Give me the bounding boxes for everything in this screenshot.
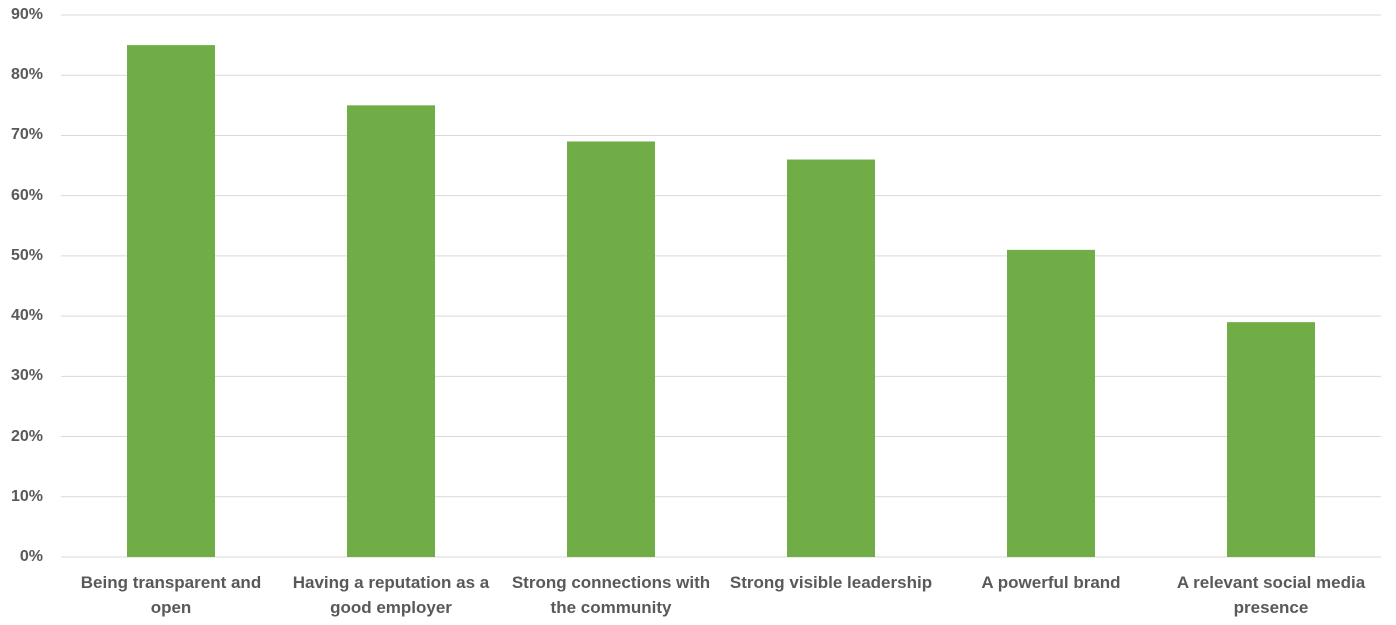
x-tick-label: A relevant social media presence <box>1176 573 1366 617</box>
y-tick-label: 30% <box>10 367 43 385</box>
x-tick-label: Being transparent and open <box>80 573 262 617</box>
y-tick-label: 80% <box>10 66 43 84</box>
bar <box>1007 249 1095 557</box>
y-tick-label: 0% <box>19 548 43 565</box>
y-tick-label: 50% <box>10 246 43 264</box>
bar <box>1227 322 1315 557</box>
y-tick-label: 90% <box>10 6 43 23</box>
y-tick-label: 20% <box>10 427 43 445</box>
y-tick-label: 70% <box>10 126 43 144</box>
bar <box>127 45 215 557</box>
bar <box>567 141 655 557</box>
x-tick-label: A powerful brand <box>981 573 1121 592</box>
x-tick-label: Having a reputation as a good employer <box>292 573 490 617</box>
bar <box>347 105 435 557</box>
x-tick-label: Strong visible leadership <box>729 573 933 592</box>
x-tick-label: Strong connections with the community <box>511 573 711 617</box>
y-tick-label: 40% <box>10 307 43 325</box>
y-tick-label: 60% <box>10 186 43 204</box>
bar <box>787 159 875 558</box>
y-tick-label: 10% <box>10 487 43 505</box>
